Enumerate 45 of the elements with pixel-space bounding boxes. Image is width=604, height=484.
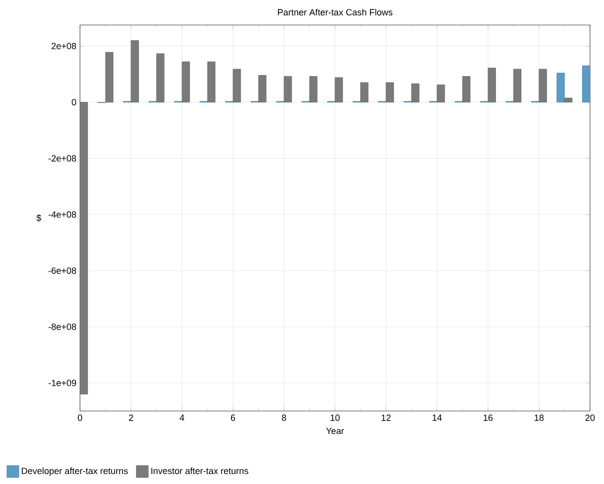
x-tick-label: 2 <box>128 414 134 421</box>
x-tick-label: 14 <box>432 414 442 421</box>
bar <box>258 75 266 102</box>
x-tick-label: 10 <box>330 414 340 421</box>
x-tick-label: 4 <box>180 414 184 421</box>
bar <box>207 62 216 102</box>
chart-title: Partner After-tax Cash Flows <box>278 8 392 16</box>
bar <box>436 84 445 102</box>
bar <box>538 68 547 102</box>
x-tick-label: 12 <box>382 414 391 421</box>
y-tick-label: -2e+08 <box>48 155 76 162</box>
legend-label: Developer after-tax returns <box>22 467 128 476</box>
bar <box>564 98 572 102</box>
bar <box>334 77 343 102</box>
bar <box>513 68 522 102</box>
x-tick-label: 16 <box>484 414 493 421</box>
bar <box>284 76 292 102</box>
x-tick-label: 0 <box>78 414 82 421</box>
legend-label: Investor after-tax returns <box>151 468 248 474</box>
y-tick-label: 0 <box>72 99 76 106</box>
bar <box>130 40 139 102</box>
bar <box>462 76 470 102</box>
y-tick-label: -1e+09 <box>48 380 76 386</box>
y-tick-label: -6e+08 <box>48 267 76 274</box>
bar <box>105 52 114 102</box>
bar <box>80 102 88 394</box>
bar <box>556 72 565 102</box>
x-tick-label: 20 <box>585 414 595 421</box>
bar <box>386 82 394 102</box>
x-tick-label: 8 <box>282 414 286 421</box>
bar <box>411 83 420 102</box>
y-tick-label: -8e+08 <box>48 324 76 330</box>
y-axis-title: $ <box>36 214 42 222</box>
y-tick-label: -4e+08 <box>48 211 76 218</box>
bar <box>232 68 241 102</box>
bar <box>182 62 190 102</box>
x-tick-label: 18 <box>534 414 544 421</box>
x-axis-title: Year <box>326 428 344 434</box>
bar <box>582 66 590 102</box>
bar <box>309 76 318 102</box>
y-tick-label: 2e+08 <box>52 42 76 50</box>
x-tick-label: 6 <box>230 414 236 421</box>
bar <box>360 82 368 102</box>
bar <box>156 53 164 102</box>
bar <box>488 68 496 102</box>
